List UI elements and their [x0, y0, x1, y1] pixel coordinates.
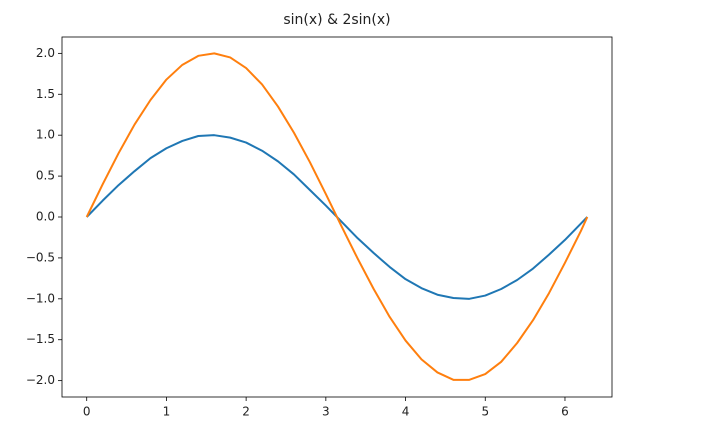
line-series: [85, 134, 589, 300]
x-tick-label: 6: [561, 405, 569, 419]
y-tick-label: −1.5: [26, 332, 55, 346]
y-tick-label: 1.0: [36, 128, 55, 142]
y-tick-label: 0.0: [36, 210, 55, 224]
chart-title: sin(x) & 2sin(x): [283, 12, 390, 28]
x-tick-label: 5: [481, 405, 489, 419]
y-tick-label: 2.0: [36, 46, 55, 60]
x-tick-label: 4: [402, 405, 410, 419]
x-tick-label: 3: [322, 405, 330, 419]
y-tick-label: −1.0: [26, 291, 55, 305]
y-tick-label: 1.5: [36, 87, 55, 101]
y-tick-label: −0.5: [26, 250, 55, 264]
plot-frame: [61, 36, 613, 398]
x-tick-label: 0: [83, 405, 91, 419]
y-tick-label: 0.5: [36, 169, 55, 183]
y-tick-label: −2.0: [26, 373, 55, 387]
x-tick-label: 2: [242, 405, 250, 419]
x-tick-label: 1: [163, 405, 171, 419]
line-series: [85, 52, 589, 381]
